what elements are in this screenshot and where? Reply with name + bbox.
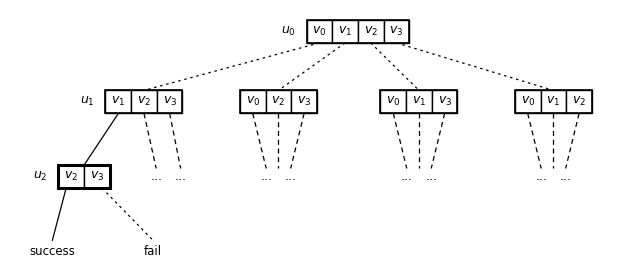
Text: $v_{3}$: $v_{3}$	[90, 170, 104, 183]
Text: success: success	[30, 245, 75, 258]
Text: $v_{1}$: $v_{1}$	[112, 95, 125, 108]
Bar	[515, 90, 592, 113]
Bar	[240, 90, 317, 113]
Text: ...: ...	[559, 170, 571, 183]
Bar	[541, 90, 566, 113]
Bar	[131, 90, 157, 113]
Text: $v_{2}$: $v_{2}$	[572, 95, 586, 108]
Text: $v_{0}$: $v_{0}$	[520, 95, 535, 108]
Text: $v_{2}$: $v_{2}$	[64, 170, 78, 183]
Bar	[381, 90, 457, 113]
Text: $v_{0}$: $v_{0}$	[386, 95, 401, 108]
Text: ...: ...	[401, 170, 413, 183]
Bar	[307, 20, 410, 43]
Text: $u_0$: $u_0$	[280, 25, 295, 38]
Bar	[432, 90, 457, 113]
Text: ...: ...	[425, 170, 437, 183]
Text: $v_{3}$: $v_{3}$	[437, 95, 452, 108]
Text: $u_1$: $u_1$	[80, 95, 94, 108]
Bar	[381, 90, 406, 113]
Text: $v_{0}$: $v_{0}$	[312, 25, 326, 38]
Text: ...: ...	[175, 170, 186, 183]
Bar	[266, 90, 291, 113]
Bar	[291, 90, 317, 113]
Bar	[59, 165, 84, 188]
Text: $v_{1}$: $v_{1}$	[546, 95, 561, 108]
Text: ...: ...	[536, 170, 547, 183]
Text: ...: ...	[285, 170, 297, 183]
Bar	[566, 90, 592, 113]
Text: $v_{2}$: $v_{2}$	[364, 25, 378, 38]
Text: $v_{2}$: $v_{2}$	[137, 95, 151, 108]
Text: $v_{2}$: $v_{2}$	[272, 95, 285, 108]
Bar	[105, 90, 183, 113]
Bar	[105, 90, 131, 113]
Text: $v_{3}$: $v_{3}$	[163, 95, 177, 108]
Text: $v_{1}$: $v_{1}$	[338, 25, 352, 38]
Text: $u_2$: $u_2$	[33, 170, 47, 183]
Bar	[332, 20, 358, 43]
Bar	[59, 165, 110, 188]
Bar	[406, 90, 432, 113]
Text: $v_{3}$: $v_{3}$	[297, 95, 311, 108]
Bar	[240, 90, 266, 113]
Text: $v_{0}$: $v_{0}$	[246, 95, 260, 108]
Text: ...: ...	[150, 170, 162, 183]
Bar	[515, 90, 541, 113]
Bar	[307, 20, 332, 43]
Text: $v_{3}$: $v_{3}$	[389, 25, 403, 38]
Bar	[84, 165, 110, 188]
Text: ...: ...	[260, 170, 272, 183]
Bar	[157, 90, 183, 113]
Text: fail: fail	[144, 245, 162, 258]
Text: $v_{1}$: $v_{1}$	[412, 95, 426, 108]
Bar	[384, 20, 410, 43]
Bar	[358, 20, 384, 43]
